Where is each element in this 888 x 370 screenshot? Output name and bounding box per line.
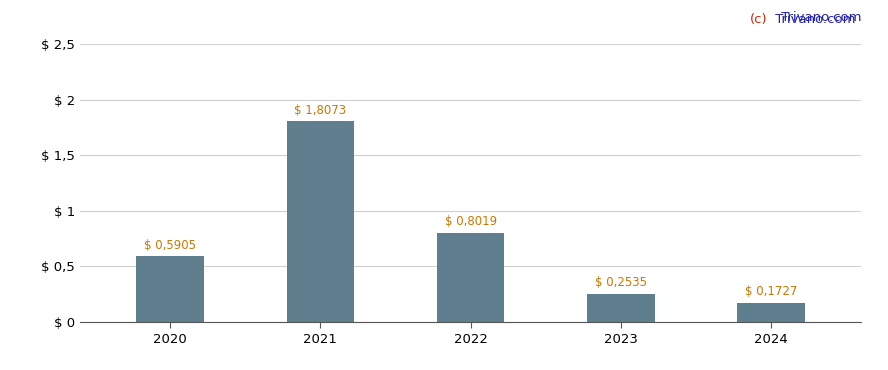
Text: (c): (c) — [750, 13, 768, 26]
Text: Trivano.com: Trivano.com — [777, 11, 861, 24]
Bar — [437, 233, 504, 322]
Text: $ 0,1727: $ 0,1727 — [745, 285, 797, 298]
Bar — [587, 294, 654, 322]
Text: $ 0,2535: $ 0,2535 — [595, 276, 647, 289]
Bar — [737, 303, 805, 322]
Text: (c) Trivano.com: (c) Trivano.com — [759, 11, 861, 24]
Text: $ 0,8019: $ 0,8019 — [445, 215, 496, 228]
Bar — [136, 256, 204, 322]
Bar — [287, 121, 354, 322]
Text: Trivano.com: Trivano.com — [771, 13, 855, 26]
Text: $ 1,8073: $ 1,8073 — [294, 104, 346, 117]
Text: $ 0,5905: $ 0,5905 — [144, 239, 196, 252]
